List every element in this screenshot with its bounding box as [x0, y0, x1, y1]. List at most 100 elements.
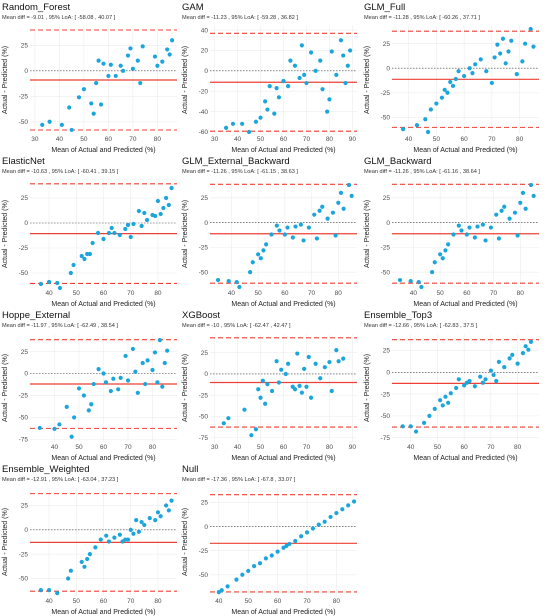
data-point	[338, 190, 344, 195]
x-tick-label: 50	[434, 444, 442, 451]
data-point	[298, 222, 303, 227]
data-point	[253, 119, 259, 124]
data-point	[297, 75, 302, 81]
data-point	[125, 537, 131, 542]
y-tick-label: -20	[199, 88, 209, 95]
data-point	[523, 206, 528, 211]
data-point	[256, 252, 261, 257]
data-point	[155, 198, 161, 204]
data-point	[306, 225, 311, 230]
data-point	[495, 42, 500, 47]
data-point	[428, 107, 433, 112]
data-point	[94, 80, 99, 86]
data-point	[472, 235, 477, 240]
data-point	[523, 41, 528, 46]
data-point	[329, 49, 334, 54]
data-point	[272, 111, 277, 116]
scatter-plot: 30 40 50 60 70 80 90 -60 -40 -20 0 20 40 Mean of Actu…	[182, 26, 357, 154]
x-axis-label: Mean of Actual and Predicted (%)	[51, 455, 155, 462]
data-point	[237, 284, 242, 290]
chart-panel: GAM Mean diff = -11.23 , 95% LoA: [ -59.2…	[180, 2, 360, 154]
data-point	[526, 347, 531, 352]
data-point	[46, 588, 52, 593]
data-point	[304, 384, 309, 389]
x-tick-label: 60	[460, 136, 468, 143]
y-tick-label: -75	[199, 435, 209, 442]
data-point	[169, 498, 174, 503]
x-axis-label: Mean of Actual and Predicted (%)	[231, 609, 335, 616]
data-point	[528, 182, 534, 188]
data-point	[462, 383, 467, 388]
chart-title: Null	[182, 464, 199, 475]
data-point	[488, 225, 493, 230]
data-point	[96, 367, 101, 372]
data-point	[515, 361, 520, 366]
data-point	[263, 556, 268, 561]
data-point	[528, 26, 533, 32]
data-point	[246, 568, 251, 574]
data-point	[247, 270, 253, 275]
data-point	[292, 63, 298, 68]
scatter-plot: 40 50 60 70 80 -50 -25 0 25 Mean of Actual and Pr…	[2, 180, 177, 308]
data-point	[158, 211, 163, 217]
data-point	[494, 378, 499, 384]
data-point	[68, 568, 73, 573]
x-tick-label: 50	[433, 136, 441, 143]
data-point	[349, 193, 354, 198]
chart-subtitle: Mean diff = -12.66 , 95% LoA: [ -62.83 ,…	[364, 323, 478, 329]
data-point	[118, 375, 123, 381]
data-point	[502, 204, 507, 209]
data-point	[40, 122, 45, 127]
data-point	[90, 240, 95, 246]
data-point	[491, 372, 496, 378]
y-tick-label: 0	[204, 68, 208, 75]
data-point	[226, 416, 231, 421]
data-point	[329, 388, 334, 394]
data-point	[265, 107, 270, 112]
y-tick-label: -25	[19, 245, 29, 252]
y-tick-label: 25	[21, 503, 29, 510]
data-point	[423, 117, 428, 122]
y-tick-label: -60	[199, 129, 209, 136]
data-point	[145, 358, 150, 363]
data-point	[123, 226, 128, 232]
x-tick-label: 70	[487, 444, 495, 451]
y-tick-label: 0	[24, 68, 28, 75]
data-point	[285, 84, 291, 89]
y-tick-label: -50	[199, 269, 209, 276]
x-axis-label: Mean of Actual and Predicted (%)	[413, 301, 517, 308]
data-point	[509, 38, 514, 43]
data-point	[104, 533, 109, 538]
data-point	[325, 216, 330, 221]
data-point	[96, 58, 101, 63]
chart-panel: GLM_Full Mean diff = -11.28 , 95% LoA: [ …	[362, 2, 542, 154]
data-point	[301, 238, 306, 243]
data-point	[144, 217, 150, 223]
chart-subtitle: Mean diff = -12.91 , 95% LoA: [ -63.04 ,…	[2, 477, 119, 483]
data-point	[79, 559, 84, 565]
y-tick-label: 0	[204, 524, 208, 531]
data-point	[240, 572, 245, 577]
data-point	[510, 352, 515, 358]
data-point	[263, 401, 268, 406]
x-axis-label: Mean of Actual and Predicted (%)	[231, 455, 335, 462]
x-tick-label: 70	[303, 444, 311, 451]
data-point	[334, 72, 339, 78]
x-tick-label: 30	[31, 136, 39, 143]
scatter-plot: 40 50 60 70 80 -50 -25 0 25 Mean of Actual and Pr…	[182, 180, 357, 308]
data-point	[219, 588, 224, 593]
data-point	[160, 59, 165, 64]
y-axis-label: Actual - Predicted (%)	[182, 354, 189, 422]
data-point	[230, 121, 236, 126]
data-point	[112, 230, 117, 236]
data-point	[304, 80, 309, 86]
y-tick-label: 25	[383, 348, 391, 355]
data-point	[288, 58, 293, 63]
x-tick-label: 60	[280, 444, 288, 451]
data-point	[496, 359, 502, 364]
y-tick-label: 25	[21, 349, 29, 356]
data-point	[158, 514, 163, 519]
y-tick-label: -50	[19, 119, 29, 126]
data-point	[310, 526, 315, 531]
y-axis-label: Actual - Predicted (%)	[2, 46, 9, 114]
